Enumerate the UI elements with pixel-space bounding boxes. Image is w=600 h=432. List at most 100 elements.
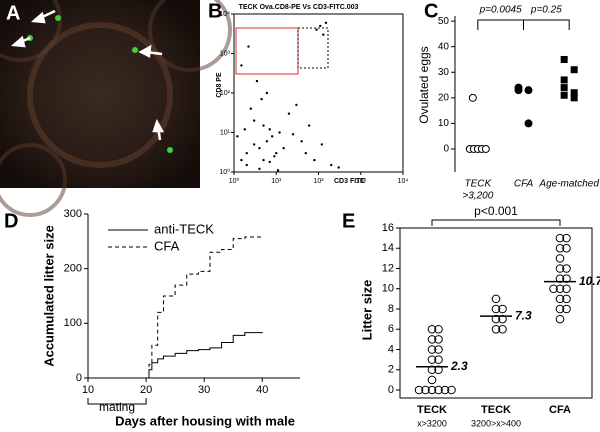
dot bbox=[249, 107, 253, 110]
point bbox=[491, 324, 501, 334]
point bbox=[555, 254, 565, 263]
x-axis-label: Days after housing with male bbox=[115, 413, 295, 428]
x-tick-label: TECK bbox=[481, 404, 511, 416]
point bbox=[498, 314, 507, 324]
dot bbox=[268, 128, 271, 131]
x-tick-sublabel: >3,200 bbox=[462, 191, 493, 202]
point bbox=[440, 385, 450, 395]
point bbox=[427, 375, 437, 385]
point bbox=[524, 119, 533, 128]
dot bbox=[319, 24, 322, 28]
point bbox=[562, 294, 571, 304]
point bbox=[560, 84, 568, 92]
point bbox=[555, 314, 565, 324]
y-tick-label: 4 bbox=[388, 343, 394, 355]
y-tick-label: 14 bbox=[382, 242, 394, 254]
point bbox=[570, 66, 578, 74]
y-tick-label: 8 bbox=[388, 303, 394, 315]
dot bbox=[313, 158, 316, 162]
point bbox=[434, 335, 443, 344]
point bbox=[427, 385, 437, 395]
mean-label: 10.7 bbox=[579, 274, 600, 288]
y-tick-label: 0 bbox=[388, 384, 394, 396]
point bbox=[555, 264, 565, 273]
point bbox=[434, 345, 443, 354]
x-tick-label: Age-matched bbox=[538, 179, 599, 190]
x-tick-label: 10² bbox=[313, 178, 324, 185]
point bbox=[555, 243, 565, 253]
x-tick-label: TECK bbox=[464, 179, 492, 190]
bracket bbox=[523, 19, 570, 30]
point bbox=[570, 89, 578, 97]
point bbox=[562, 304, 571, 314]
y-tick-label: 10³ bbox=[220, 50, 231, 57]
dot bbox=[265, 140, 269, 143]
dot bbox=[287, 112, 291, 115]
mean-label: 2.3 bbox=[450, 359, 468, 373]
annotation: p<0.001 bbox=[474, 204, 518, 218]
dot bbox=[265, 91, 269, 95]
point bbox=[560, 55, 568, 63]
point bbox=[427, 355, 437, 364]
dot bbox=[243, 128, 246, 131]
point bbox=[491, 294, 501, 304]
dot bbox=[240, 64, 243, 67]
x-tick-label: TECK bbox=[417, 404, 447, 416]
y-tick-label: 10¹ bbox=[220, 129, 231, 136]
annotation: p=0.0045 bbox=[479, 5, 522, 16]
dot bbox=[262, 124, 265, 127]
y-tick-label: 10⁴ bbox=[219, 11, 230, 18]
y-tick-label: 0 bbox=[76, 372, 82, 384]
x-tick-label: 10³ bbox=[356, 178, 367, 185]
dot bbox=[304, 151, 307, 155]
x-tick-label: CFA bbox=[514, 179, 534, 190]
dot bbox=[307, 124, 311, 127]
dot bbox=[258, 167, 261, 171]
x-tick-label: 30 bbox=[198, 384, 210, 396]
dot bbox=[268, 160, 271, 164]
point bbox=[562, 274, 571, 283]
dot bbox=[236, 135, 239, 138]
dot bbox=[276, 169, 280, 172]
dot bbox=[278, 131, 281, 134]
point bbox=[434, 355, 443, 364]
dot bbox=[275, 151, 278, 155]
y-tick-label: 10 bbox=[438, 118, 450, 129]
panel-label: B bbox=[208, 0, 222, 22]
series-line bbox=[146, 332, 263, 379]
dot bbox=[295, 103, 298, 107]
point bbox=[498, 324, 507, 334]
point bbox=[555, 294, 565, 304]
dot bbox=[245, 151, 248, 155]
point bbox=[562, 243, 571, 253]
x-tick-label: 40 bbox=[256, 384, 268, 396]
point bbox=[421, 385, 430, 395]
dot bbox=[262, 158, 265, 162]
point bbox=[468, 93, 477, 102]
dot bbox=[322, 33, 325, 36]
bracket bbox=[477, 19, 524, 30]
point bbox=[434, 365, 443, 375]
point bbox=[562, 233, 571, 243]
dot bbox=[240, 158, 243, 162]
point bbox=[498, 304, 507, 314]
dot bbox=[291, 133, 295, 136]
point bbox=[427, 365, 437, 375]
y-tick-label: 16 bbox=[382, 222, 394, 234]
annotation: mating bbox=[99, 400, 135, 414]
point bbox=[427, 335, 437, 344]
panel-label: A bbox=[6, 2, 20, 24]
dot bbox=[282, 147, 285, 150]
dot bbox=[320, 143, 324, 146]
y-tick-label: 50 bbox=[438, 16, 450, 27]
dot bbox=[255, 79, 259, 83]
y-tick-label: 40 bbox=[438, 41, 450, 52]
dot bbox=[258, 147, 261, 150]
y-tick-label: 200 bbox=[64, 263, 82, 275]
dot bbox=[300, 140, 303, 143]
y-tick-label: 30 bbox=[438, 67, 450, 78]
y-tick-label: 100 bbox=[64, 317, 82, 329]
annotation: p=0.25 bbox=[530, 5, 562, 16]
series-line bbox=[146, 236, 263, 379]
y-tick-label: 10 bbox=[382, 283, 394, 295]
